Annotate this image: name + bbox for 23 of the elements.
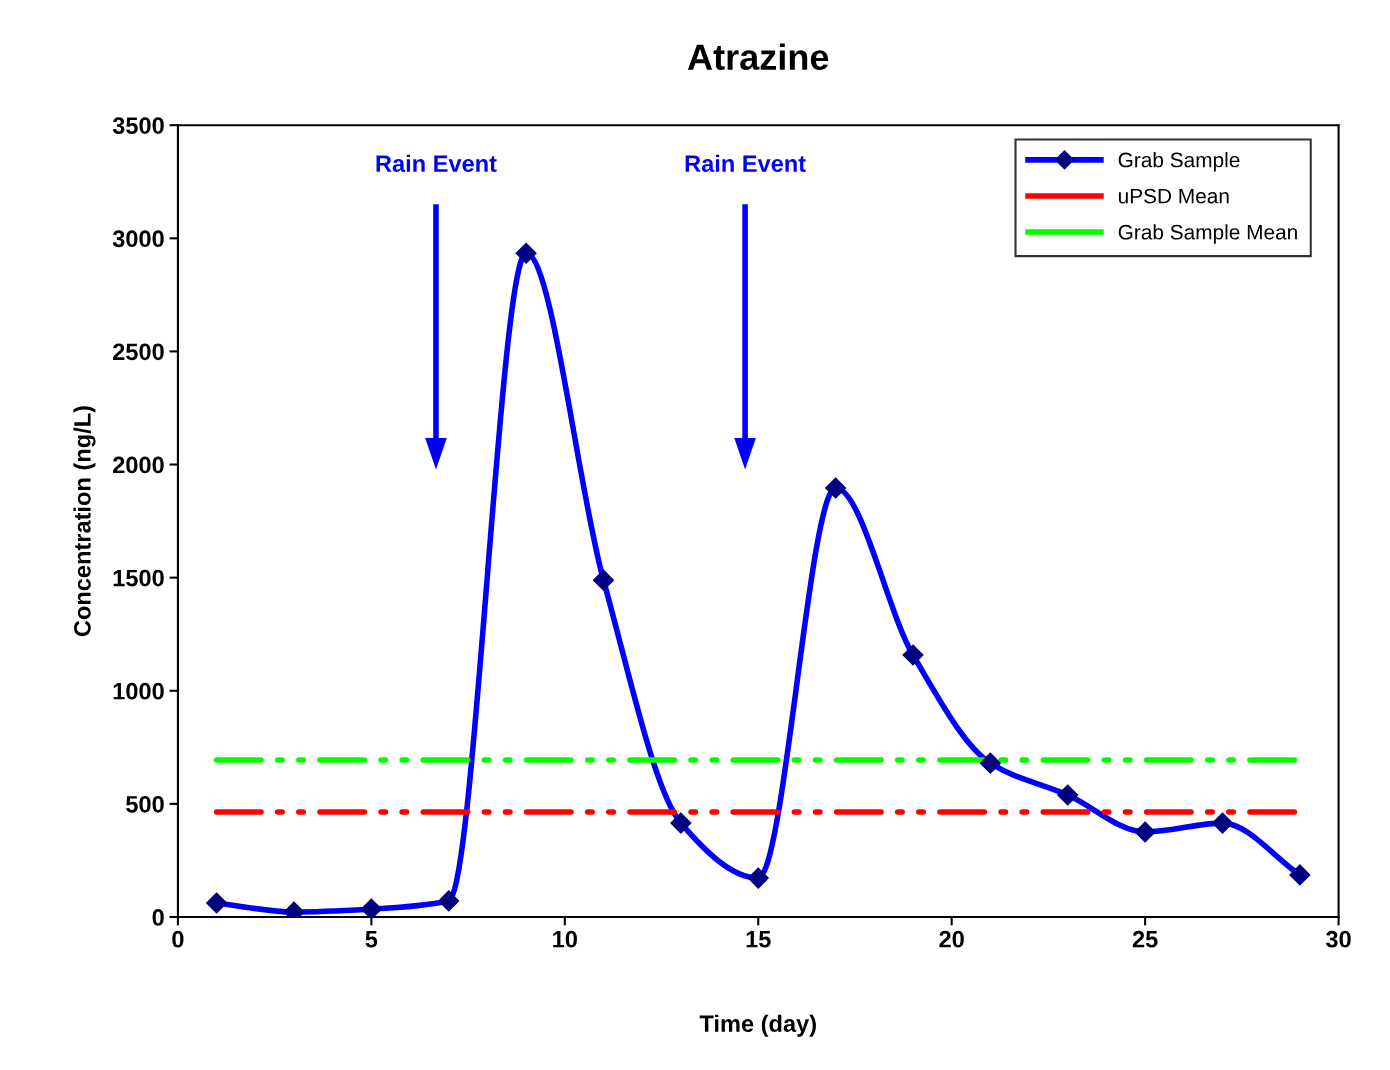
y-tick-label: 3500: [112, 117, 164, 135]
y-tick-label: 3000: [112, 230, 164, 248]
legend-label: uPSD Mean: [1118, 188, 1229, 204]
y-tick-label: 500: [126, 795, 164, 813]
legend-label: Grab Sample Mean: [1118, 224, 1297, 244]
legend-label: Grab Sample: [1118, 152, 1240, 172]
x-tick-label: 5: [365, 931, 378, 948]
x-tick-label: 20: [939, 930, 964, 948]
x-tick-label: 15: [746, 931, 771, 948]
y-tick-label: 2000: [113, 456, 164, 474]
y-tick-label: 1000: [113, 682, 164, 700]
x-tick-label: 10: [553, 930, 577, 948]
y-axis-title: Concentration (ng/L): [73, 406, 96, 637]
ref-line-label: Rain Event: [376, 154, 497, 172]
x-tick-label: 0: [172, 930, 184, 948]
y-tick-label: 2500: [113, 343, 164, 361]
y-tick-label: 1500: [113, 569, 164, 587]
ref-line-label: Rain Event: [685, 154, 806, 172]
y-tick-label: 0: [152, 909, 164, 926]
x-tick-label: 30: [1325, 930, 1351, 948]
chart-title: Atrazine: [687, 43, 829, 70]
x-axis-title: Time (day): [699, 1014, 816, 1037]
x-tick-label: 25: [1132, 930, 1158, 948]
